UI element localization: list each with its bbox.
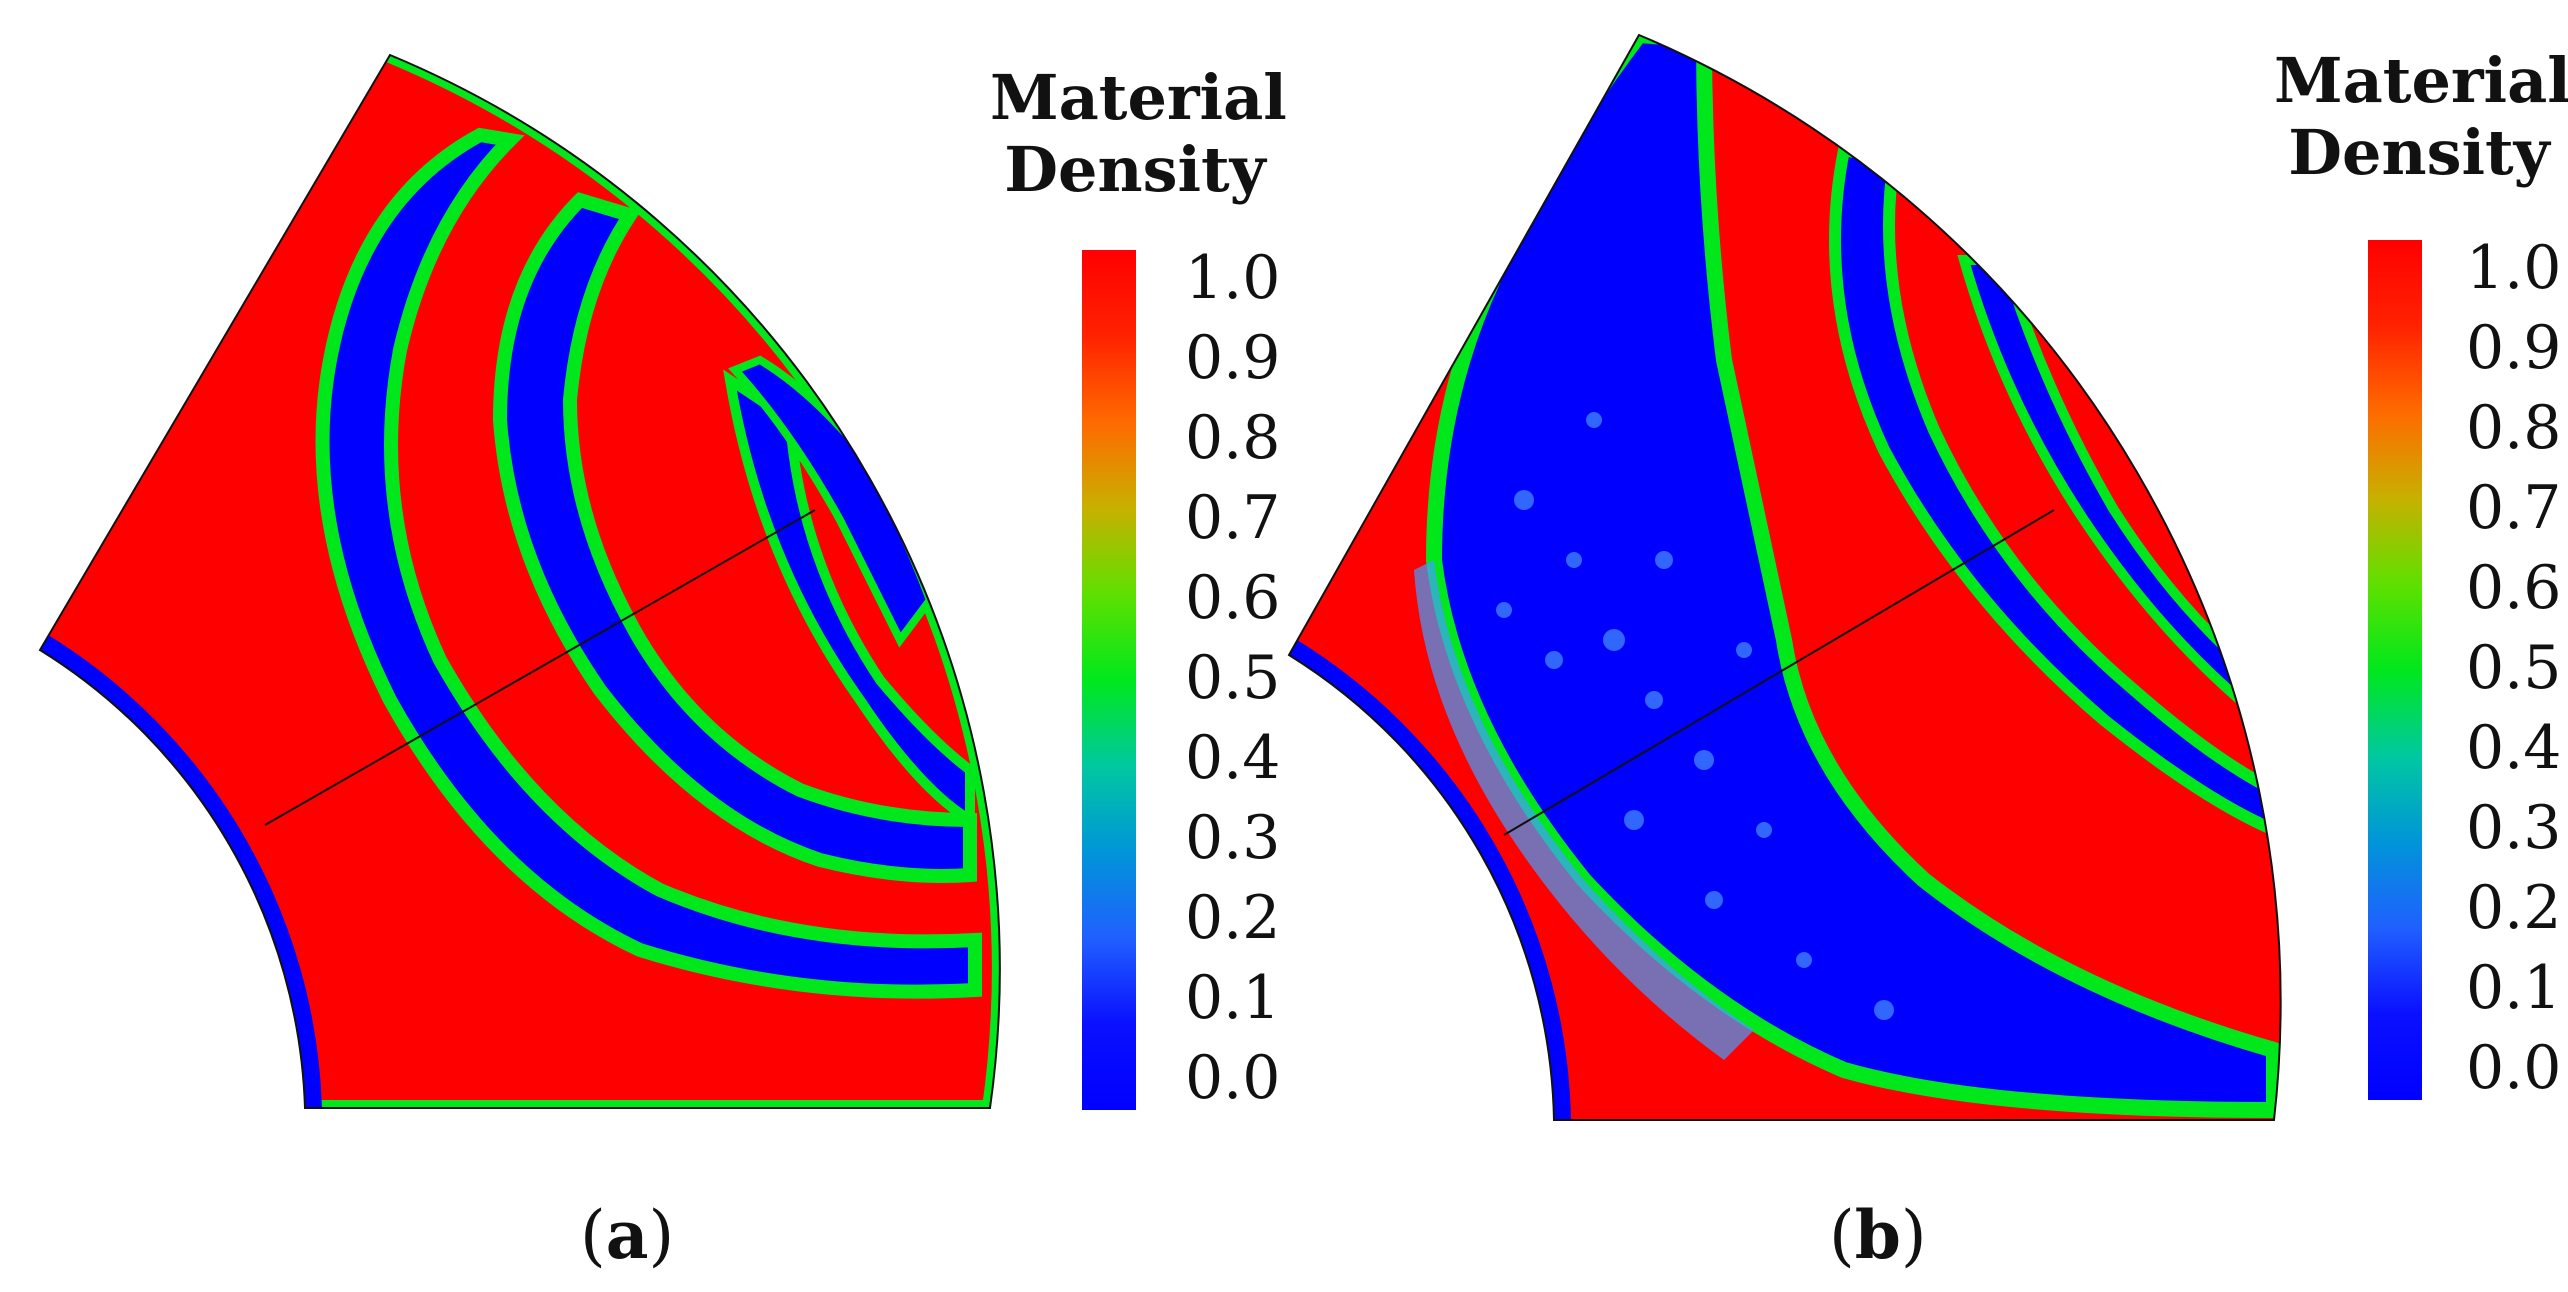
panel-b: Material Density 1.0 0.9 0.8 0.7 0.6 0.5…: [1284, 0, 2568, 1292]
legend-title: Material Density: [990, 61, 1287, 206]
tick-label: 0.1: [2466, 953, 2562, 1023]
tick-label: 0.3: [2466, 793, 2562, 863]
blue-band-1: [315, 127, 982, 999]
colorbar: [1082, 250, 1136, 1110]
legend-title-line2: Density: [1004, 133, 1266, 206]
density-map-b: [1287, 33, 2282, 1121]
speckle-group: [1496, 412, 1894, 1020]
legend-title-line2: Density: [2288, 116, 2550, 189]
blue-band-3: [723, 369, 975, 829]
panel-a: Material Density 1.0 0.9 0.8 0.7 0.6 0.5…: [38, 53, 1287, 1274]
tick-label: 0.2: [2466, 873, 2562, 943]
tick-label: 0.8: [1185, 403, 1281, 473]
tick-label: 0.8: [2466, 393, 2562, 463]
blue-band-2: [492, 192, 977, 883]
caption-a-label: a: [605, 1196, 649, 1274]
legend-title-line1: Material: [990, 61, 1287, 134]
blue-patch-edge: [728, 355, 935, 648]
density-map-a: [38, 53, 1001, 1109]
tick-label: 1.0: [2466, 233, 2562, 303]
tick-label: 0.7: [1185, 483, 1281, 553]
tick-label: 0.9: [1185, 323, 1281, 393]
caption-b: (b): [1829, 1196, 1927, 1274]
tick-label: 0.4: [2466, 713, 2562, 783]
tick-label: 0.5: [2466, 633, 2562, 703]
legend-title-line1: Material: [2274, 44, 2568, 117]
tick-label: 0.4: [1185, 723, 1281, 793]
tick-label: 0.2: [1185, 883, 1281, 953]
tick-label: 0.5: [1185, 643, 1281, 713]
colorbar: [2368, 240, 2422, 1100]
tick-label: 0.6: [2466, 553, 2562, 623]
tick-label: 0.0: [1185, 1043, 1281, 1113]
section-line: [1503, 509, 2055, 836]
transition-zone: [1414, 560, 1754, 1060]
tick-label: 0.9: [2466, 313, 2562, 383]
caption-a: (a): [580, 1196, 675, 1274]
tick-label: 0.6: [1185, 563, 1281, 633]
legend-title: Material Density: [2274, 44, 2568, 189]
tick-label: 0.1: [1185, 963, 1281, 1033]
tick-label: 0.7: [2466, 473, 2562, 543]
tick-label: 0.0: [2466, 1033, 2562, 1103]
tick-label: 1.0: [1185, 243, 1281, 313]
tick-label: 0.3: [1185, 803, 1281, 873]
caption-b-label: b: [1854, 1196, 1901, 1274]
section-line: [264, 509, 816, 826]
blue-region-large: [1425, 35, 2281, 1119]
